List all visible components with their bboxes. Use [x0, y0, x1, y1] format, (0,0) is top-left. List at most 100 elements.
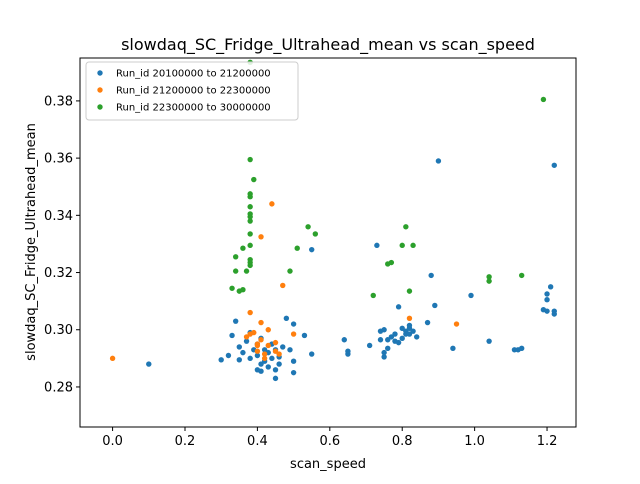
- legend: Run_id 20100000 to 21200000 Run_id 212000…: [85, 61, 299, 121]
- data-point: [370, 292, 376, 299]
- legend-box: [85, 61, 299, 121]
- data-point: [547, 284, 554, 290]
- data-point: [414, 334, 420, 340]
- data-point: [287, 268, 293, 274]
- data-point: [395, 339, 402, 346]
- x-axis-ticks: 0.0 0.2 0.4 0.6 0.8 1.0 1.2: [102, 427, 557, 449]
- data-point: [309, 351, 315, 357]
- y-tick-label: 0.28: [44, 380, 73, 395]
- data-point: [283, 315, 290, 322]
- data-point: [486, 274, 492, 280]
- data-point: [247, 191, 253, 197]
- data-point: [518, 272, 525, 279]
- x-tick-label: 0.4: [247, 434, 268, 449]
- data-point: [385, 337, 391, 343]
- data-point: [486, 338, 492, 344]
- data-point: [287, 347, 293, 353]
- data-point: [261, 347, 268, 353]
- data-point: [236, 344, 242, 350]
- data-point: [265, 364, 271, 370]
- data-point: [109, 355, 116, 362]
- data-point: [540, 96, 547, 103]
- data-point: [254, 348, 261, 354]
- data-point: [272, 339, 279, 346]
- data-point: [392, 331, 398, 337]
- data-point: [247, 231, 253, 237]
- x-tick-label: 1.0: [464, 434, 485, 449]
- series-3: [229, 59, 547, 299]
- data-point: [388, 334, 395, 340]
- data-point: [272, 367, 279, 373]
- data-point: [269, 201, 275, 207]
- x-tick-label: 0.0: [102, 434, 123, 449]
- points-layer: [109, 59, 557, 382]
- data-point: [236, 357, 242, 363]
- data-point: [258, 337, 264, 343]
- data-point: [544, 291, 550, 297]
- data-point: [247, 218, 253, 224]
- data-point: [240, 286, 246, 293]
- data-point: [261, 355, 268, 362]
- data-point: [518, 345, 525, 352]
- data-point: [243, 338, 250, 344]
- y-axis-label: slowdaq_SC_Fridge_Ultrahead_mean: [24, 123, 39, 361]
- y-tick-label: 0.38: [44, 94, 73, 109]
- data-point: [247, 204, 253, 210]
- data-point: [381, 327, 387, 333]
- data-point: [258, 319, 264, 326]
- data-point: [403, 224, 409, 230]
- data-point: [218, 357, 224, 363]
- data-point: [232, 268, 239, 274]
- data-point: [450, 345, 456, 352]
- data-point: [232, 254, 239, 260]
- data-point: [229, 332, 235, 339]
- data-point: [290, 331, 297, 337]
- data-point: [247, 256, 253, 263]
- data-point: [146, 361, 152, 367]
- data-point: [406, 322, 413, 329]
- data-point: [240, 349, 246, 356]
- data-point: [276, 351, 282, 357]
- legend-marker: [97, 104, 103, 110]
- data-point: [290, 321, 297, 327]
- data-point: [406, 288, 413, 294]
- y-axis-ticks: 0.28 0.30 0.32 0.34 0.36 0.38: [44, 94, 80, 395]
- data-point: [254, 342, 261, 349]
- data-point: [247, 262, 253, 269]
- x-tick-label: 0.2: [175, 434, 196, 449]
- data-point: [399, 335, 405, 342]
- data-point: [385, 345, 391, 352]
- data-point: [366, 342, 373, 349]
- data-point: [424, 319, 431, 326]
- data-point: [232, 318, 239, 324]
- data-point: [247, 355, 253, 362]
- data-point: [265, 342, 271, 349]
- data-point: [225, 352, 232, 359]
- data-point: [309, 246, 315, 253]
- data-point: [341, 337, 347, 343]
- data-point: [410, 328, 416, 334]
- data-point: [294, 245, 300, 251]
- legend-marker: [97, 70, 103, 76]
- data-point: [345, 348, 351, 354]
- x-tick-label: 0.8: [392, 434, 413, 449]
- data-point: [251, 329, 257, 336]
- data-point: [544, 297, 550, 303]
- y-tick-label: 0.30: [44, 323, 73, 338]
- data-point: [435, 158, 442, 164]
- data-point: [388, 259, 395, 266]
- data-point: [403, 328, 409, 334]
- data-point: [406, 331, 413, 337]
- data-point: [247, 156, 253, 163]
- data-point: [551, 162, 557, 168]
- data-point: [486, 278, 492, 284]
- data-point: [258, 368, 264, 374]
- data-point: [544, 308, 550, 314]
- data-point: [251, 176, 257, 183]
- legend-entry-label: Run_id 20100000 to 21200000: [116, 69, 271, 80]
- legend-entry-label: Run_id 21200000 to 22300000: [116, 86, 271, 97]
- data-point: [374, 242, 380, 249]
- legend-entry-label: Run_id 22300000 to 30000000: [116, 103, 271, 114]
- data-point: [395, 304, 402, 310]
